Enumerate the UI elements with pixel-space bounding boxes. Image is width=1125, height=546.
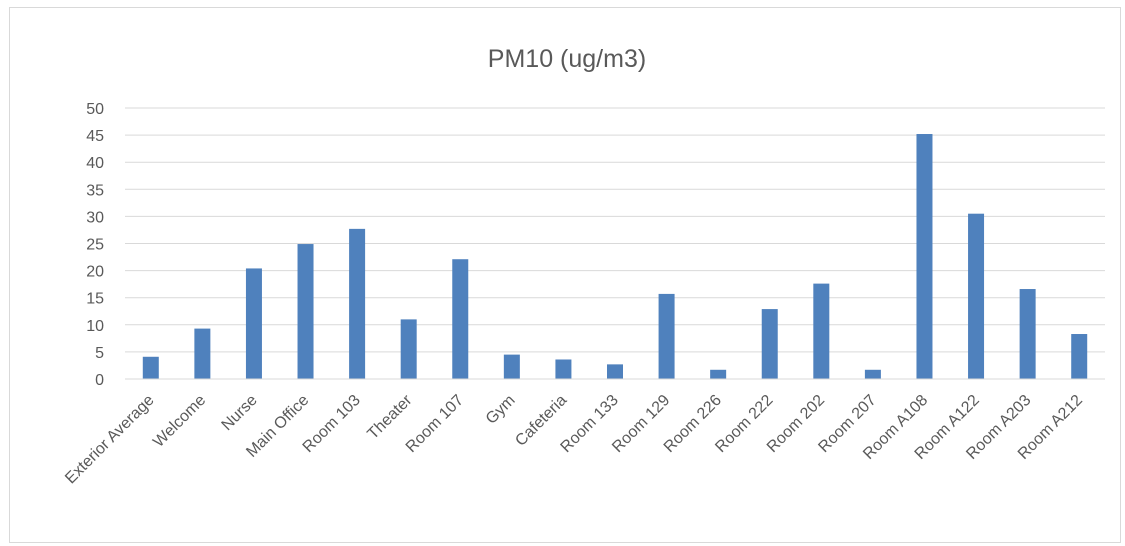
y-tick-label: 0	[95, 372, 104, 389]
bar	[658, 293, 675, 379]
bar	[452, 259, 469, 379]
bar	[349, 228, 366, 379]
bar	[710, 369, 727, 379]
y-tick-label: 25	[86, 237, 104, 254]
y-tick-label: 35	[86, 182, 104, 199]
bar	[245, 268, 262, 379]
bar	[864, 369, 881, 379]
bar	[194, 328, 211, 379]
y-tick-label: 45	[86, 128, 104, 145]
chart-frame	[9, 7, 1121, 543]
bar	[1071, 334, 1088, 379]
bar	[142, 356, 159, 379]
bar	[813, 283, 830, 379]
bar	[555, 359, 572, 379]
bar	[297, 244, 314, 379]
x-tick-label: Welcome	[150, 392, 209, 451]
gridlines	[125, 107, 1105, 353]
x-tick-label: Nurse	[219, 392, 261, 434]
x-tick-label: Exterior Average	[62, 392, 158, 488]
y-tick-label: 20	[86, 264, 104, 281]
y-tick-label: 50	[86, 101, 104, 118]
y-tick-label: 10	[86, 318, 104, 335]
x-tick-label: Gym	[483, 392, 519, 428]
bar	[1019, 289, 1036, 379]
y-tick-labels: 0 5 10 15 20 25 30 35 40 45 50	[86, 101, 104, 389]
bar	[761, 309, 778, 379]
bar	[503, 354, 520, 379]
bars	[142, 134, 1088, 379]
y-tick-label: 30	[86, 209, 104, 226]
bar	[400, 319, 417, 379]
bar	[607, 364, 623, 379]
x-tick-label: Theater	[365, 391, 416, 442]
bar	[968, 213, 985, 379]
y-tick-label: 15	[86, 291, 104, 308]
bar	[916, 134, 933, 379]
y-tick-label: 40	[86, 155, 104, 172]
chart-title: PM10 (ug/m3)	[488, 45, 646, 73]
y-tick-label: 5	[95, 345, 104, 362]
